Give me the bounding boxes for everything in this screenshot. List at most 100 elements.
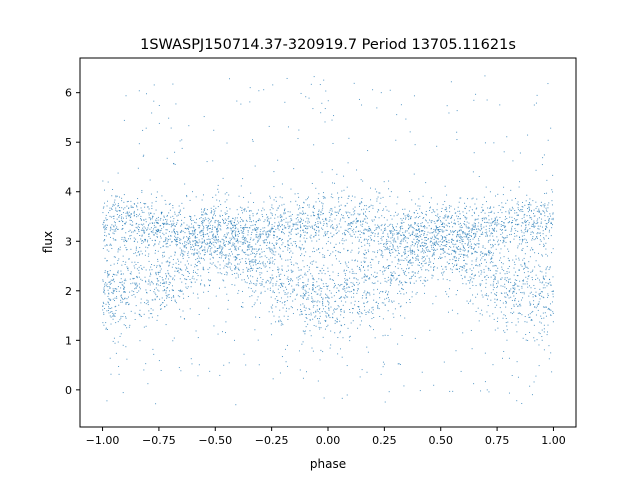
data-point [340,308,342,310]
data-point [145,238,147,240]
data-point [532,224,534,226]
data-point [280,231,282,233]
data-point [312,284,314,286]
data-point [389,279,391,281]
data-point [248,210,250,212]
data-point [256,234,258,236]
data-point [300,309,302,311]
data-point [316,305,318,307]
data-point [411,296,413,298]
data-point [529,301,531,303]
data-point [210,207,212,209]
data-point [156,295,158,297]
data-point [421,269,423,271]
data-point [337,272,339,274]
data-point [199,248,201,250]
data-point [249,283,251,285]
data-point [194,221,196,223]
data-point [273,251,275,253]
data-point [442,248,444,250]
data-point [370,274,372,276]
data-point [444,209,446,211]
data-point [441,223,443,225]
data-point [333,246,335,248]
data-point [319,270,321,272]
data-point [451,269,453,271]
data-point [313,212,315,214]
data-point [198,257,200,259]
data-point [401,288,403,290]
data-point [494,276,496,278]
data-point [189,233,191,235]
data-point [303,202,305,204]
data-point [539,292,541,294]
data-point [308,218,310,220]
data-point [342,238,344,240]
data-point [295,262,297,264]
data-point [178,242,180,244]
data-point [237,234,239,236]
data-point [309,236,311,238]
data-point [489,191,491,193]
data-point [316,309,318,311]
data-point [269,209,271,211]
data-point [301,343,303,345]
data-point [307,227,309,229]
data-point [356,220,358,222]
data-point [263,241,265,243]
data-point [409,278,411,280]
data-point [440,244,442,246]
data-point [389,251,391,253]
data-point [389,281,391,283]
data-point [111,207,113,209]
data-point [404,208,406,210]
data-point [380,249,382,251]
data-point [416,238,418,240]
data-point [215,238,217,240]
data-point [169,275,171,277]
data-point [385,240,387,242]
data-point [250,287,252,289]
data-point [541,295,543,297]
data-point [218,247,220,249]
data-point [331,236,333,238]
data-point [240,229,242,231]
data-point [523,262,525,264]
data-point [293,288,295,290]
data-point [397,196,399,198]
data-point [174,235,176,237]
data-point [322,256,324,258]
data-point [409,210,411,212]
data-point [109,281,111,283]
data-point [350,282,352,284]
data-point [408,228,410,230]
data-point [321,272,323,274]
data-point [385,291,387,293]
data-point [186,194,188,196]
data-point [513,311,515,313]
data-point [119,207,121,209]
data-point [343,286,345,288]
data-point [263,209,265,211]
data-point [439,256,441,258]
data-point [506,271,508,273]
data-point [287,240,289,242]
data-point [162,222,164,224]
data-point [317,217,319,219]
data-point [122,212,124,214]
data-point [217,239,219,241]
data-point [259,253,261,255]
data-point [112,232,114,234]
data-point [102,279,104,281]
data-point [405,253,407,255]
data-point [281,284,283,286]
data-point [103,287,105,289]
data-point [179,238,181,240]
data-point [374,277,376,279]
data-point [296,228,298,230]
data-point [108,285,110,287]
data-point [187,227,189,229]
data-point [409,259,411,261]
data-point [313,312,315,314]
data-point [187,251,189,253]
